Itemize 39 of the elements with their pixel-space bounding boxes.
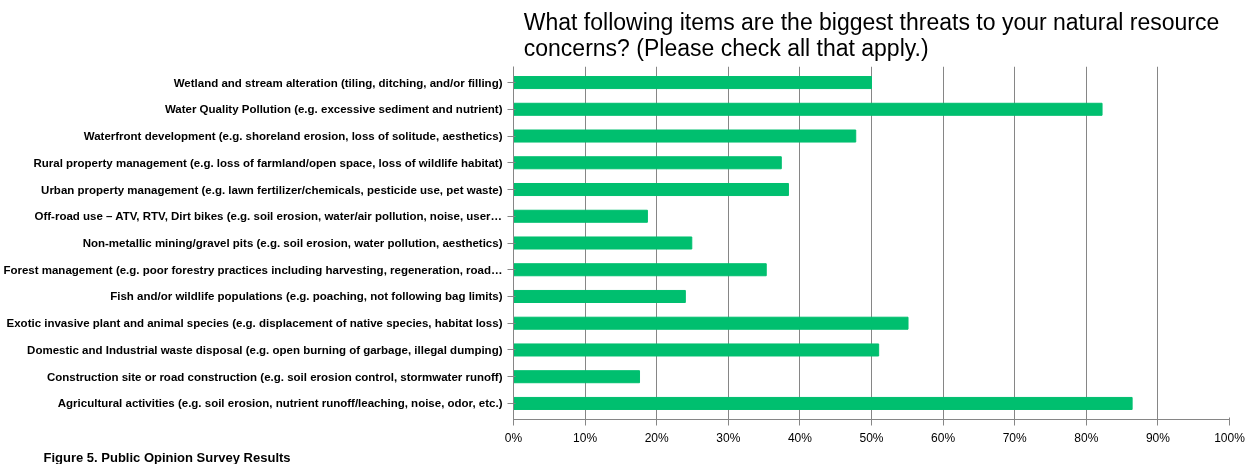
x-tick-label: 40% — [787, 430, 813, 445]
bar — [513, 76, 872, 90]
x-tick-label: 70% — [1002, 430, 1028, 445]
y-tick-label: Waterfront development (e.g. shoreland erosion, loss of solitude, aesthetics) — [83, 130, 503, 143]
x-tick-label: 0% — [504, 430, 523, 445]
y-tick-label: Non-metallic mining/gravel pits (e.g. soil erosion, water pollution, aesthetics) — [82, 237, 503, 249]
y-tick-label: Wetland and stream alteration (tiling, ditching, and/or filling) — [173, 76, 503, 89]
bar — [513, 209, 648, 223]
x-tick-label: 50% — [859, 430, 884, 445]
bar — [513, 183, 789, 197]
bar — [513, 343, 880, 357]
y-tick-label: Exotic invasive plant and animal species (e.g. displacement of native species, habitat loss) — [6, 317, 503, 330]
x-tick-label: 90% — [1145, 430, 1171, 445]
bar — [513, 263, 767, 277]
bar — [513, 289, 686, 303]
x-tick-label: 100% — [1214, 430, 1246, 445]
y-tick-label: Agricultural activities (e.g. soil erosion, nutrient runoff/leaching, noise, odor, etc.) — [57, 397, 503, 410]
y-tick-label: Off-road use – ATV, RTV, Dirt bikes (e.g. soil erosion, water/air pollution, noise, user… — [34, 210, 503, 223]
y-tick-label: Rural property management (e.g. loss of farmland/open space, loss of wildlife habitat) — [33, 156, 503, 169]
x-tick-label: 60% — [931, 430, 956, 445]
bar — [513, 236, 693, 250]
caption: Figure 5. Public Opinion Survey Results — [43, 449, 291, 464]
y-tick-label: Urban property management (e.g. lawn fertilizer/chemicals, pesticide use, pet waste) — [41, 183, 503, 196]
bar — [513, 129, 857, 143]
y-tick-label: Fish and/or wildlife populations (e.g. poaching, not following bag limits) — [110, 290, 503, 303]
x-tick-label: 80% — [1074, 430, 1099, 445]
bar — [513, 370, 641, 384]
chart-title: What following items are the biggest threats to your natural resource concerns? (Please check all that apply.) — [523, 8, 1220, 61]
y-tick-label: Construction site or road construction (e.g. soil erosion control, stormwater runoff) — [46, 370, 503, 383]
bar — [513, 102, 1103, 116]
bar — [513, 156, 782, 170]
x-tick-label: 30% — [716, 430, 741, 445]
bar — [513, 316, 909, 330]
y-tick-label: Water Quality Pollution (e.g. excessive sediment and nutrient) — [164, 103, 503, 116]
x-tick-label: 20% — [644, 430, 670, 445]
bar — [513, 396, 1133, 410]
x-tick-label: 10% — [573, 430, 598, 445]
y-tick-label: Forest management (e.g. poor forestry practices including harvesting, regeneration, road… — [3, 263, 503, 276]
y-tick-label: Domestic and Industrial waste disposal (e.g. open burning of garbage, illegal dumping) — [27, 343, 503, 356]
